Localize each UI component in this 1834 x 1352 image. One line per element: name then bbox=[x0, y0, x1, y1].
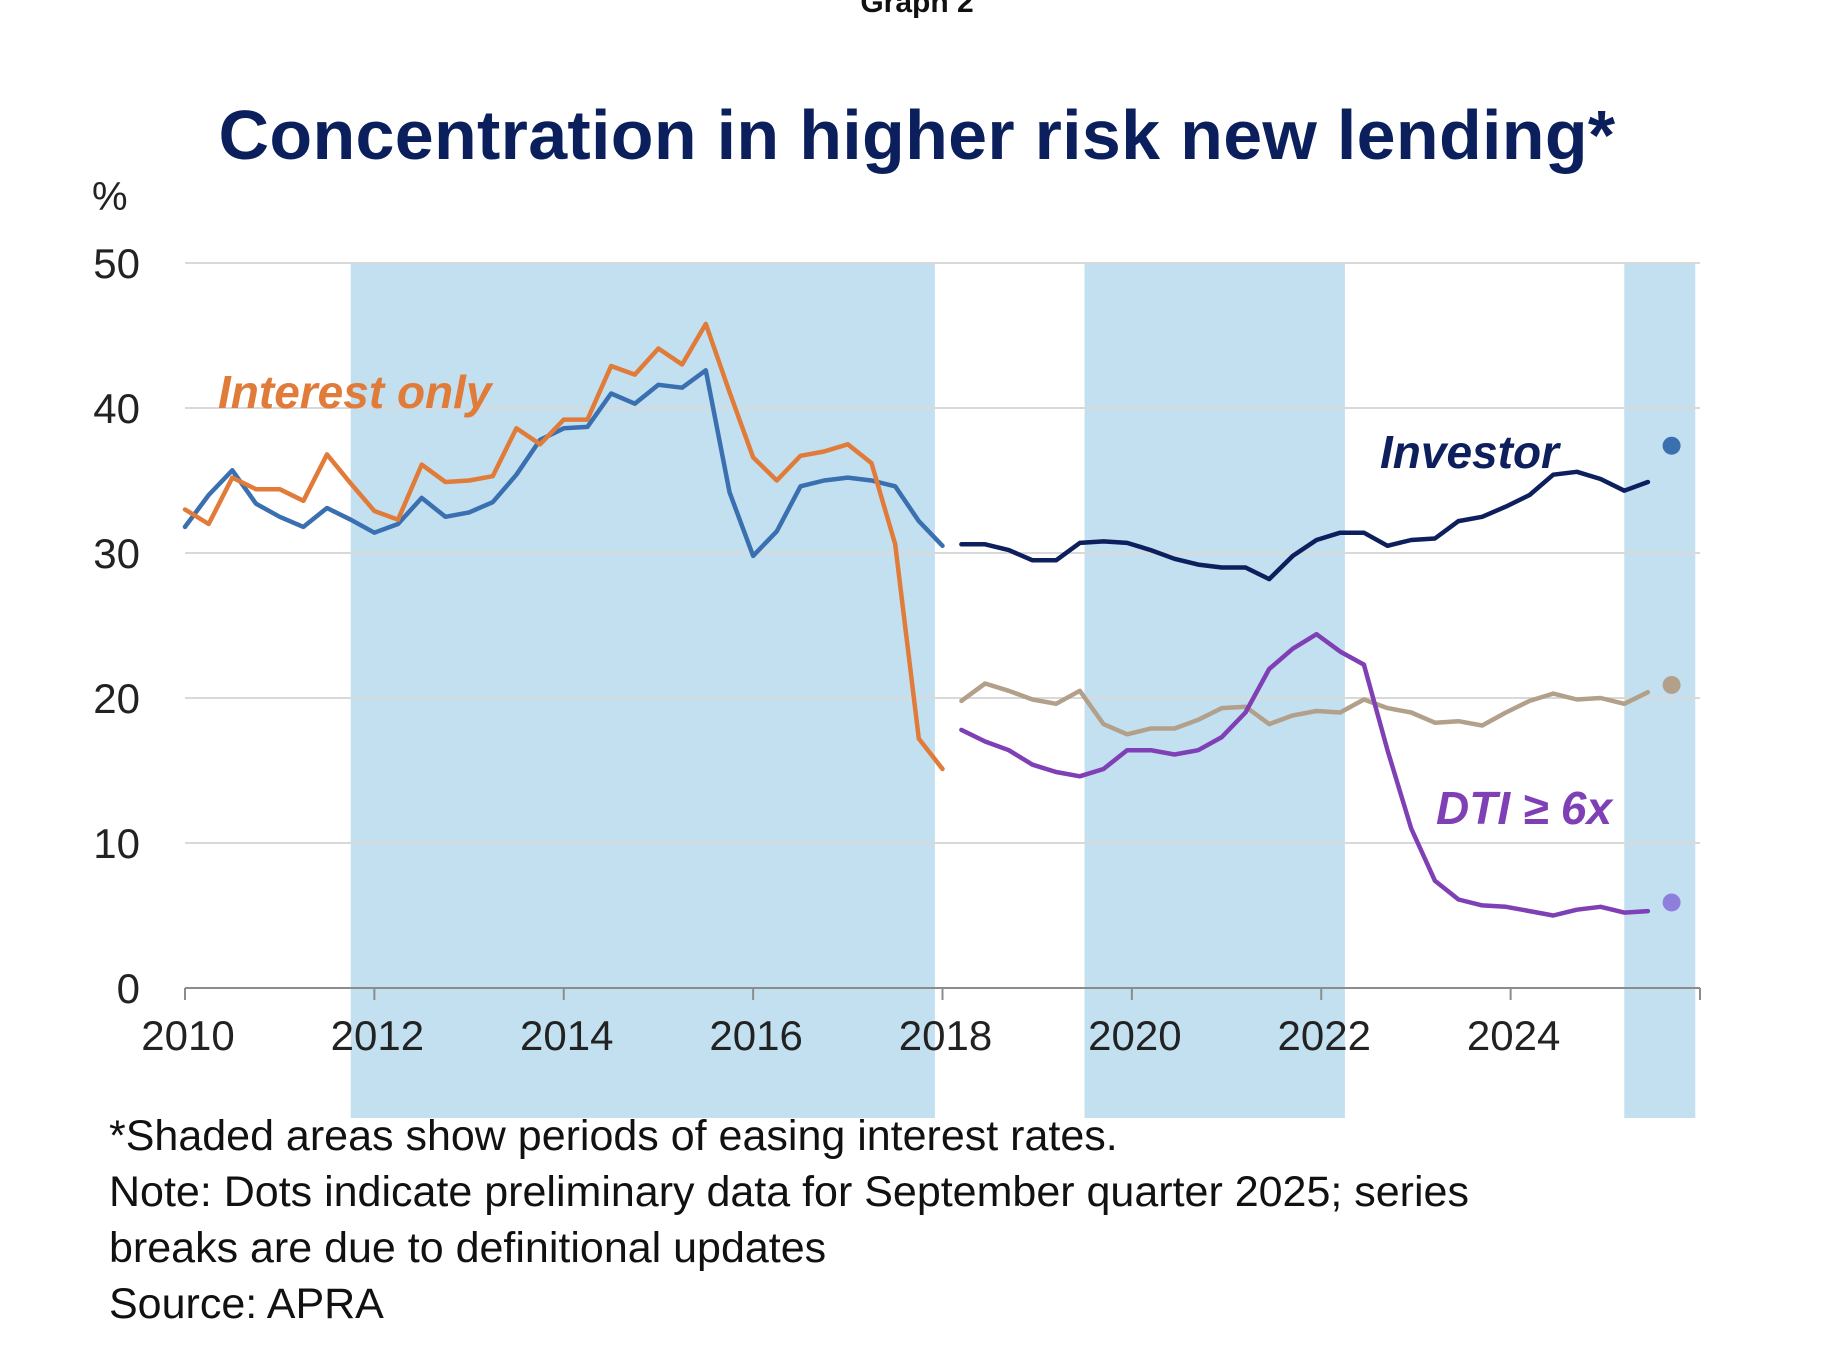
series-lines bbox=[182, 321, 1681, 918]
y-tick-label-10: 10 bbox=[93, 820, 140, 867]
gridlines: 0 10 20 30 40 50 bbox=[93, 240, 1700, 1012]
y-tick-label-30: 30 bbox=[93, 530, 140, 577]
interest-only-line-segment-1 bbox=[182, 321, 945, 772]
x-axis: 2010 2012 2014 2016 2018 2020 2022 2024 bbox=[141, 987, 1701, 1059]
x-tick-label-2014: 2014 bbox=[520, 1012, 613, 1059]
y-tick-label-20: 20 bbox=[93, 675, 140, 722]
y-axis-unit-label: % bbox=[92, 175, 128, 219]
source-note: Source: APRA bbox=[109, 1280, 384, 1328]
x-tick-label-2024: 2024 bbox=[1467, 1012, 1560, 1059]
graph-number-label: Graph 2 bbox=[860, 0, 974, 19]
series-labels: Investor Interest only DTI ≥ 6x bbox=[218, 366, 1614, 834]
investor-series-label: Investor bbox=[1380, 426, 1561, 478]
dti-6x-preliminary-dot bbox=[1662, 893, 1681, 912]
investor-line-segment-2 bbox=[959, 469, 1651, 582]
shaded-periods bbox=[350, 263, 1696, 1118]
easing-period-shade-1 bbox=[350, 263, 935, 1118]
y-tick-label-0: 0 bbox=[117, 965, 140, 1012]
x-tick-label-2018: 2018 bbox=[899, 1012, 992, 1059]
x-tick-label-2012: 2012 bbox=[331, 1012, 424, 1059]
y-tick-label-50: 50 bbox=[93, 240, 140, 287]
footnotes: *Shaded areas show periods of easing int… bbox=[109, 1108, 1809, 1332]
investor-preliminary-dot bbox=[1662, 436, 1681, 455]
dti-6x-line-segment-1 bbox=[959, 631, 1651, 918]
y-tick-label-40: 40 bbox=[93, 385, 140, 432]
interest-only-preliminary-dot bbox=[1662, 675, 1681, 694]
x-tick-label-2016: 2016 bbox=[709, 1012, 802, 1059]
x-tick-label-2020: 2020 bbox=[1088, 1012, 1181, 1059]
investor-line-segment-1 bbox=[182, 368, 945, 559]
easing-period-shade-3 bbox=[1624, 263, 1696, 1118]
x-tick-label-2022: 2022 bbox=[1278, 1012, 1371, 1059]
interest-only-line-segment-2 bbox=[959, 681, 1651, 737]
note-line-1: Note: Dots indicate preliminary data for… bbox=[109, 1168, 1469, 1216]
note-line-2: breaks are due to definitional updates bbox=[109, 1224, 827, 1272]
shading-footnote: *Shaded areas show periods of easing int… bbox=[109, 1112, 1118, 1160]
easing-period-shade-2 bbox=[1084, 263, 1345, 1118]
chart-title: Concentration in higher risk new lending… bbox=[218, 96, 1616, 174]
dti-6x-series-label: DTI ≥ 6x bbox=[1436, 782, 1614, 834]
x-tick-label-2010: 2010 bbox=[141, 1012, 234, 1059]
interest-only-series-label: Interest only bbox=[218, 366, 494, 418]
